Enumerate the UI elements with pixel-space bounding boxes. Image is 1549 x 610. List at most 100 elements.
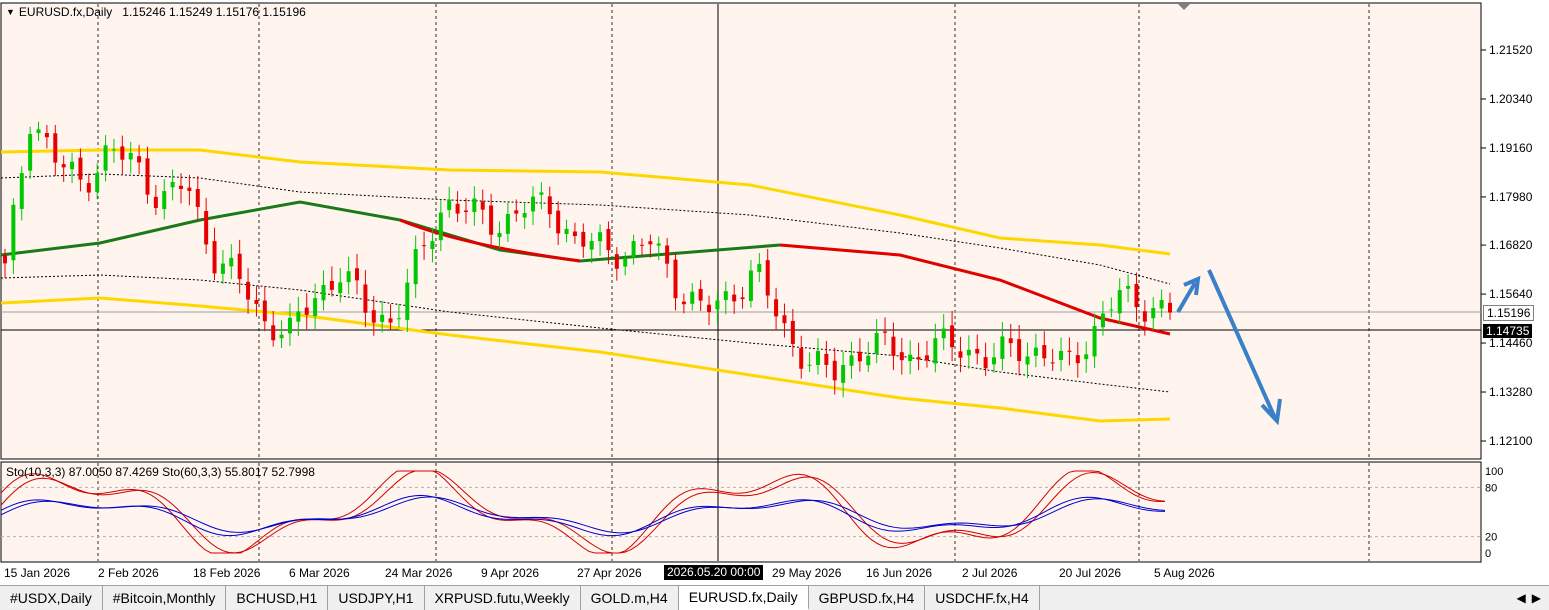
candle-body (790, 320, 795, 344)
candle-body (531, 196, 536, 212)
candle-body (1084, 354, 1089, 360)
candle-body (648, 241, 653, 245)
chart-area[interactable]: 1.21520 1.20340 1.19160 1.17980 1.16820 1.156… (0, 0, 1549, 585)
candle-body (413, 249, 418, 285)
candle-body (346, 271, 351, 283)
candle-body (614, 254, 619, 269)
candle-body (807, 364, 812, 366)
candle-body (170, 181, 175, 188)
date-axis-label: 27 Apr 2026 (577, 566, 642, 580)
candle-body (455, 203, 460, 214)
price-axis-label: 1.19160 (1489, 141, 1533, 155)
candle-body (179, 185, 184, 189)
date-axis-label: 2 Jul 2026 (962, 566, 1018, 580)
candle-body (229, 257, 234, 267)
date-axis-label: 29 May 2026 (772, 566, 842, 580)
candle-body (296, 311, 301, 322)
candle-body (966, 349, 971, 356)
triangle-right-icon[interactable]: ▶ (1531, 591, 1541, 605)
tab-eurusd-daily[interactable]: EURUSD.fx,Daily (678, 586, 809, 610)
candle-body (623, 258, 628, 267)
upper-band (0, 148, 1171, 256)
candle-body (371, 310, 376, 323)
candle-body (405, 282, 410, 320)
candle-body (832, 360, 837, 381)
candle-body (732, 294, 737, 302)
candle-body (380, 314, 385, 322)
candle-body (95, 173, 100, 192)
tab-usdx-daily[interactable]: #USDX,Daily (0, 586, 103, 610)
candle-body (1142, 311, 1147, 322)
candle-body (991, 357, 996, 365)
moving-average-up (0, 200, 581, 263)
candle-body (1017, 339, 1022, 361)
tab-usdjpy-h1[interactable]: USDJPY,H1 (328, 586, 425, 610)
candle-body (1168, 302, 1172, 313)
date-axis-label: 18 Feb 2026 (193, 566, 261, 580)
moving-average-up (579, 243, 781, 263)
tab-gbpusd-h4[interactable]: GBPUSD.fx,H4 (809, 586, 926, 610)
stochastic-axis-label: 100 (1485, 466, 1503, 478)
candle-body (723, 291, 728, 300)
stochastic-fast-signal (0, 470, 1166, 554)
candle-body (598, 232, 603, 242)
tab-xrpusd-weekly[interactable]: XRPUSD.futu,Weekly (425, 586, 581, 610)
candle-body (237, 253, 242, 280)
price-axis-label: 1.12100 (1489, 434, 1533, 448)
price-chart[interactable]: 1.21520 1.20340 1.19160 1.17980 1.16820 1.156… (0, 0, 1549, 585)
candle-body (396, 318, 401, 320)
price-axis-label: 1.14460 (1489, 336, 1533, 350)
candle-body (547, 196, 552, 215)
candle-body (430, 241, 435, 250)
candle-body (388, 318, 393, 323)
price-axis-label: 1.17980 (1489, 190, 1533, 204)
date-axis-label: 16 Jun 2026 (866, 566, 932, 580)
candle-body (103, 145, 108, 171)
candle-body (212, 241, 217, 274)
candle-body (111, 149, 116, 151)
candle-body (631, 241, 636, 258)
candle-body (698, 288, 703, 301)
stochastic-axis-label: 0 (1485, 548, 1491, 560)
candle-body (1134, 283, 1139, 308)
candle-body (924, 355, 929, 361)
candle-body (740, 297, 745, 300)
candle-body (639, 244, 644, 246)
tab-gold-h4[interactable]: GOLD.m,H4 (581, 586, 679, 610)
stochastic-axis-label: 20 (1485, 532, 1497, 544)
candle-body (1159, 300, 1164, 309)
candle-body (187, 187, 192, 191)
stochastic-header: Sto(10,3,3) 87.0050 87.4269 Sto(60,3,3) … (6, 465, 315, 479)
candle-body (355, 268, 360, 281)
candle-body (765, 260, 770, 296)
symbol-label: EURUSD.fx,Daily (18, 5, 113, 19)
candle-body (11, 204, 16, 261)
candle-body (673, 259, 678, 299)
tab-bitcoin-monthly[interactable]: #Bitcoin,Monthly (103, 586, 227, 610)
candle-body (246, 281, 251, 300)
crosshair-date-tag: 2026.05.20 00:00 (664, 565, 764, 580)
price-axis-label: 1.20340 (1489, 92, 1533, 106)
triangle-left-icon[interactable]: ◀ (1516, 591, 1526, 605)
stochastic-fast-main (0, 470, 1166, 554)
tab-usdchf-h4[interactable]: USDCHF.fx,H4 (925, 586, 1040, 610)
candle-body (950, 325, 955, 348)
candle-body (841, 365, 846, 383)
triangle-down-icon[interactable]: ▼ (6, 7, 15, 17)
candle-body (1042, 345, 1047, 359)
candle-body (1033, 347, 1038, 356)
candle-body (656, 243, 661, 246)
date-axis-label: 5 Aug 2026 (1154, 566, 1215, 580)
candle-body (1000, 336, 1005, 359)
candle-body (514, 210, 519, 214)
candle-body (438, 212, 443, 241)
candle-body (1100, 313, 1105, 328)
candle-body (195, 188, 200, 207)
candle-body (707, 304, 712, 313)
candle-body (204, 211, 209, 245)
candle-body (44, 132, 49, 138)
tab-bchusd-h1[interactable]: BCHUSD,H1 (226, 586, 329, 610)
candle-body (61, 164, 66, 168)
candle-body (1117, 290, 1122, 314)
chart-tab-bar: #USDX,Daily #Bitcoin,Monthly BCHUSD,H1 U… (0, 585, 1549, 610)
